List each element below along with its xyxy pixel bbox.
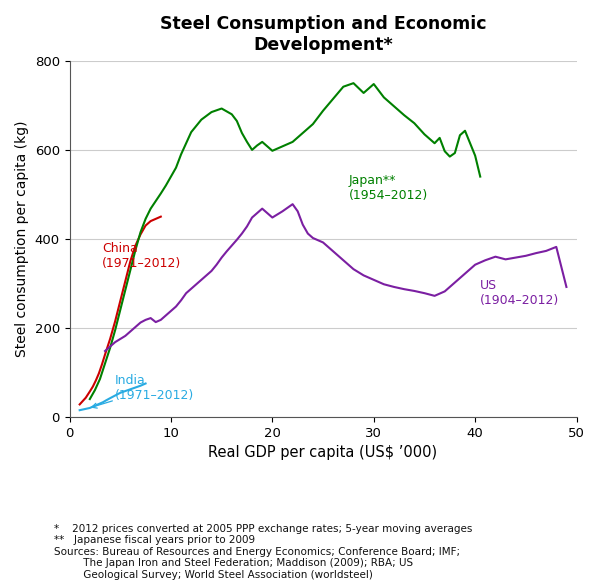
Y-axis label: Steel consumption per capita (kg): Steel consumption per capita (kg)	[15, 121, 29, 357]
Text: China
(1971–2012): China (1971–2012)	[102, 242, 181, 270]
Text: India
(1971–2012): India (1971–2012)	[92, 374, 194, 408]
Title: Steel Consumption and Economic
Development*: Steel Consumption and Economic Developme…	[160, 15, 486, 54]
Text: US
(1904–2012): US (1904–2012)	[480, 279, 559, 307]
Text: *    2012 prices converted at 2005 PPP exchange rates; 5-year moving averages
**: * 2012 prices converted at 2005 PPP exch…	[54, 524, 472, 580]
Text: Japan**
(1954–2012): Japan** (1954–2012)	[349, 174, 428, 202]
X-axis label: Real GDP per capita (US$ ’000): Real GDP per capita (US$ ’000)	[208, 445, 437, 460]
